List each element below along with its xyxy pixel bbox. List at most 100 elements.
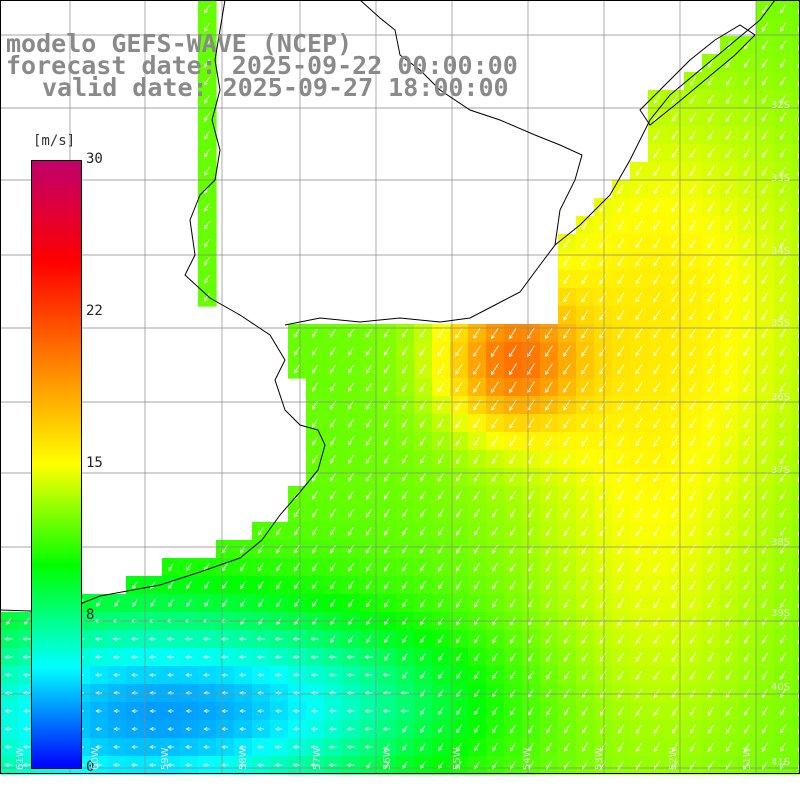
wind-cell bbox=[468, 342, 487, 361]
wind-cell bbox=[414, 432, 433, 451]
wind-arrow bbox=[346, 762, 355, 768]
wind-arrow bbox=[761, 580, 769, 590]
wind-arrow bbox=[348, 599, 354, 608]
wind-cell bbox=[738, 414, 757, 433]
wind-cell bbox=[252, 522, 271, 541]
wind-arrow bbox=[671, 544, 679, 555]
wind-arrow bbox=[779, 166, 787, 177]
wind-arrow bbox=[383, 436, 390, 446]
title-forecast-date: forecast date: 2025-09-22 00:00:00 bbox=[6, 51, 518, 80]
wind-cell bbox=[522, 378, 541, 397]
wind-cell bbox=[486, 414, 505, 433]
wind-cell bbox=[612, 702, 631, 721]
wind-cell bbox=[414, 486, 433, 505]
wind-cell bbox=[720, 414, 739, 433]
wind-cell bbox=[234, 576, 253, 595]
wind-arrow bbox=[635, 652, 643, 663]
wind-arrow bbox=[382, 726, 391, 732]
wind-cell bbox=[162, 576, 181, 595]
wind-arrow bbox=[455, 345, 463, 357]
wind-cell bbox=[594, 216, 613, 235]
wind-cell bbox=[648, 540, 667, 559]
wind-arrow bbox=[581, 436, 589, 447]
wind-cell bbox=[702, 126, 721, 145]
wind-cell bbox=[594, 432, 613, 451]
wind-arrow bbox=[779, 526, 787, 536]
wind-arrow bbox=[779, 382, 787, 393]
wind-arrow bbox=[653, 688, 661, 699]
wind-cell bbox=[198, 234, 217, 253]
wind-cell bbox=[648, 450, 667, 469]
wind-arrow bbox=[113, 708, 120, 714]
wind-arrow bbox=[113, 744, 120, 750]
wind-arrow bbox=[203, 744, 210, 750]
wind-cell bbox=[738, 468, 757, 487]
wind-cell bbox=[666, 270, 685, 289]
wind-arrow bbox=[491, 327, 499, 340]
wind-arrow bbox=[725, 58, 733, 68]
wind-arrow bbox=[653, 652, 661, 663]
wind-arrow bbox=[779, 184, 787, 195]
wind-cell bbox=[198, 36, 217, 55]
wind-arrow bbox=[348, 562, 354, 572]
wind-cell bbox=[792, 738, 800, 757]
wind-arrow bbox=[184, 636, 193, 642]
wind-arrow bbox=[132, 581, 138, 590]
wind-cell bbox=[378, 540, 397, 559]
wind-cell bbox=[396, 720, 415, 739]
wind-cell bbox=[522, 738, 541, 757]
wind-arrow bbox=[256, 762, 265, 768]
wind-arrow bbox=[761, 544, 769, 555]
wind-cell bbox=[396, 738, 415, 757]
wind-arrow bbox=[239, 708, 246, 714]
wind-cell bbox=[720, 144, 739, 163]
wind-cell bbox=[666, 198, 685, 217]
wind-arrow bbox=[761, 526, 769, 537]
wind-cell bbox=[414, 594, 433, 613]
wind-cell bbox=[324, 486, 343, 505]
wind-arrow bbox=[240, 544, 246, 554]
wind-cell bbox=[576, 540, 595, 559]
wind-cell bbox=[756, 738, 775, 757]
wind-arrow bbox=[725, 670, 733, 680]
wind-cell bbox=[648, 558, 667, 577]
wind-arrow bbox=[545, 688, 552, 698]
lat-label-39s: 39S bbox=[771, 608, 791, 619]
wind-cell bbox=[630, 756, 649, 775]
wind-cell bbox=[738, 270, 757, 289]
wind-arrow bbox=[347, 490, 354, 500]
wind-cell bbox=[702, 198, 721, 217]
wind-arrow bbox=[581, 508, 589, 519]
wind-arrow bbox=[671, 364, 679, 375]
wind-arrow bbox=[761, 22, 768, 32]
wind-arrow bbox=[366, 562, 372, 572]
wind-arrow bbox=[311, 472, 318, 482]
wind-arrow bbox=[419, 382, 427, 392]
wind-arrow bbox=[510, 724, 516, 734]
wind-arrow bbox=[455, 580, 462, 590]
wind-arrow bbox=[545, 580, 553, 590]
wind-cell bbox=[738, 162, 757, 181]
wind-cell bbox=[432, 684, 451, 703]
wind-arrow bbox=[599, 345, 607, 357]
wind-arrow bbox=[581, 580, 589, 591]
wind-arrow bbox=[257, 672, 265, 678]
wind-arrow bbox=[203, 726, 210, 732]
lon-label-53w: 53W bbox=[594, 747, 605, 770]
wind-cell bbox=[792, 540, 800, 559]
wind-arrow bbox=[779, 418, 787, 428]
wind-cell bbox=[702, 666, 721, 685]
wind-cell bbox=[558, 522, 577, 541]
wind-cell bbox=[378, 630, 397, 649]
wind-cell bbox=[792, 594, 800, 613]
wind-cell bbox=[342, 558, 361, 577]
wind-arrow bbox=[509, 399, 517, 411]
wind-arrow bbox=[22, 636, 31, 642]
wind-cell bbox=[702, 414, 721, 433]
wind-cell bbox=[342, 630, 361, 649]
wind-arrow bbox=[599, 598, 607, 609]
wind-arrow bbox=[420, 598, 426, 608]
wind-cell bbox=[612, 360, 631, 379]
wind-arrow bbox=[725, 562, 733, 573]
wind-cell bbox=[252, 558, 271, 577]
